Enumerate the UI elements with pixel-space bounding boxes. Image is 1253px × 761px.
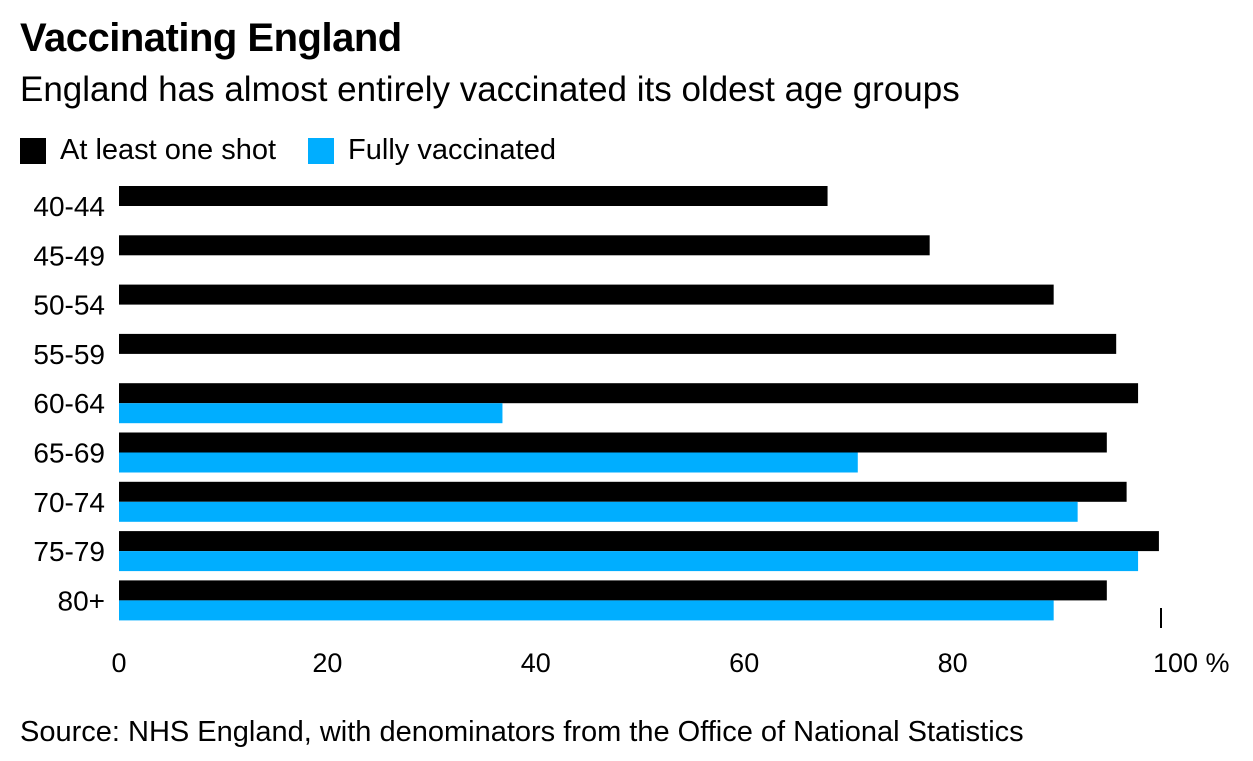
bar-one-shot-70-74 bbox=[119, 481, 1127, 502]
bar-one-shot-80plus bbox=[119, 580, 1107, 601]
legend-label-fully: Fully vaccinated bbox=[348, 134, 556, 166]
bar-one-shot-45-49 bbox=[119, 235, 930, 256]
bar-one-shot-65-69 bbox=[119, 432, 1107, 453]
source-note: Source: NHS England, with denominators f… bbox=[20, 716, 1024, 748]
category-label-55-59: 55-59 bbox=[33, 339, 105, 370]
x-tick-label-100: 100 % bbox=[1153, 648, 1230, 678]
legend: At least one shot Fully vaccinated bbox=[20, 134, 588, 167]
x-tick-label-0: 0 bbox=[111, 648, 126, 678]
x-tick-label-40: 40 bbox=[521, 648, 551, 678]
category-label-60-64: 60-64 bbox=[33, 388, 105, 419]
bar-fully-75-79 bbox=[119, 551, 1139, 572]
bar-one-shot-50-54 bbox=[119, 284, 1054, 305]
x-tick-label-20: 20 bbox=[312, 648, 342, 678]
category-label-70-74: 70-74 bbox=[33, 487, 105, 518]
legend-label-one-shot: At least one shot bbox=[60, 134, 277, 166]
bar-fully-70-74 bbox=[119, 501, 1078, 522]
bar-one-shot-75-79 bbox=[119, 531, 1159, 552]
legend-swatch-fully bbox=[308, 137, 335, 164]
category-label-50-54: 50-54 bbox=[33, 290, 105, 321]
bar-one-shot-55-59 bbox=[119, 333, 1117, 354]
bar-fully-65-69 bbox=[119, 452, 858, 473]
chart-subtitle: England has almost entirely vaccinated i… bbox=[20, 70, 960, 109]
x-tick-label-80: 80 bbox=[938, 648, 968, 678]
x-tick-label-60: 60 bbox=[729, 648, 759, 678]
legend-swatch-one-shot bbox=[20, 137, 46, 164]
category-label-65-69: 65-69 bbox=[33, 438, 105, 469]
bar-fully-60-64 bbox=[119, 403, 503, 424]
bar-one-shot-40-44 bbox=[119, 186, 828, 206]
chart-title: Vaccinating England bbox=[20, 16, 402, 60]
category-label-40-44: 40-44 bbox=[33, 191, 105, 222]
category-label-80plus: 80+ bbox=[58, 585, 106, 616]
bar-one-shot-60-64 bbox=[119, 383, 1139, 404]
category-label-75-79: 75-79 bbox=[33, 536, 105, 567]
legend-item-one-shot: At least one shot bbox=[20, 134, 276, 167]
category-label-45-49: 45-49 bbox=[33, 240, 105, 271]
legend-item-fully: Fully vaccinated bbox=[308, 134, 556, 167]
bar-fully-80plus bbox=[119, 600, 1054, 621]
